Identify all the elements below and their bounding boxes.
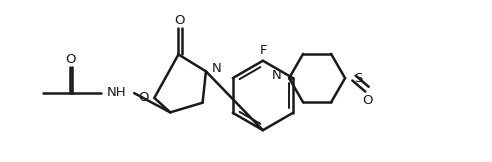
Text: N: N [272, 69, 282, 82]
Text: N: N [212, 62, 222, 75]
Text: O: O [138, 91, 149, 104]
Text: O: O [175, 14, 185, 27]
Text: F: F [260, 44, 268, 57]
Text: O: O [363, 94, 373, 107]
Text: O: O [65, 53, 76, 66]
Text: S: S [354, 72, 362, 85]
Text: NH: NH [107, 86, 126, 99]
